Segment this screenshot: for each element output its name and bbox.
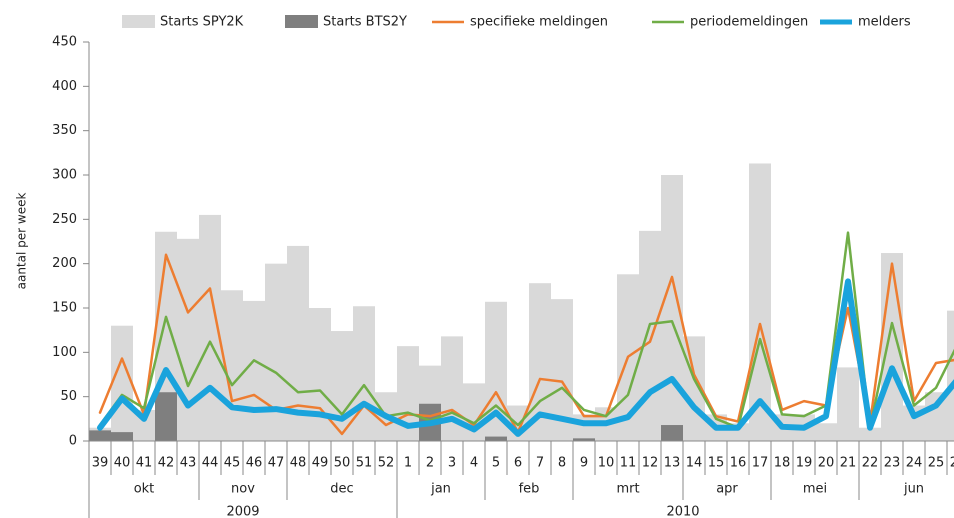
y-tick-label: 300 <box>52 168 77 183</box>
bar <box>155 392 177 441</box>
x-tick-label: 13 <box>664 456 681 471</box>
bar <box>749 163 771 441</box>
x-tick-label: 49 <box>312 456 329 471</box>
x-tick-label: 4 <box>470 456 478 471</box>
bar <box>243 300 265 441</box>
bar <box>485 301 507 441</box>
y-tick-label: 450 <box>52 35 77 50</box>
bar <box>111 325 133 441</box>
bar <box>881 253 903 441</box>
x-tick-label: 41 <box>136 456 153 471</box>
bar <box>551 299 573 441</box>
legend-label: specifieke meldingen <box>470 15 608 30</box>
bar <box>89 430 111 441</box>
line <box>98 231 954 429</box>
bar <box>947 310 954 441</box>
x-tick-label: 7 <box>536 456 544 471</box>
x-tick-label: 42 <box>158 456 175 471</box>
x-tick-label: 18 <box>774 456 791 471</box>
bar <box>199 214 221 441</box>
x-tick-label: 14 <box>686 456 703 471</box>
x-tick-label: 22 <box>862 456 879 471</box>
legend-label: periodemeldingen <box>690 15 808 30</box>
bar <box>815 423 837 441</box>
x-tick-label: 3 <box>448 456 456 471</box>
x-tick-label: 47 <box>268 456 285 471</box>
x-tick-label: 52 <box>378 456 395 471</box>
x-tick-label: 25 <box>928 456 945 471</box>
x-tick-label: 51 <box>356 456 373 471</box>
group-label: jun <box>903 482 924 497</box>
group-label: jan <box>430 482 451 497</box>
x-tick-label: 24 <box>906 456 923 471</box>
x-tick-label: 46 <box>246 456 263 471</box>
y-tick-label: 200 <box>52 256 77 271</box>
group-label: nov <box>231 482 255 497</box>
x-tick-label: 11 <box>620 456 637 471</box>
legend-label: melders <box>858 15 911 30</box>
x-tick-label: 50 <box>334 456 351 471</box>
x-tick-label: 23 <box>884 456 901 471</box>
x-tick-label: 43 <box>180 456 197 471</box>
x-tick-label: 8 <box>558 456 566 471</box>
x-tick-label: 10 <box>598 456 615 471</box>
bar <box>177 238 199 441</box>
group-label: 2010 <box>666 505 699 518</box>
y-tick-label: 350 <box>52 123 77 138</box>
y-tick-label: 400 <box>52 79 77 94</box>
group-label: dec <box>330 482 353 497</box>
bar <box>573 414 595 441</box>
x-tick-label: 20 <box>818 456 835 471</box>
x-tick-label: 44 <box>202 456 219 471</box>
bar <box>353 306 375 441</box>
legend-swatch <box>122 15 155 28</box>
group-label: 2009 <box>226 505 259 518</box>
group-label: mei <box>803 482 827 497</box>
bar <box>661 425 683 441</box>
x-tick-label: 15 <box>708 456 725 471</box>
line <box>97 278 954 437</box>
group-label: okt <box>134 482 155 497</box>
bar <box>661 175 683 441</box>
x-tick-label: 2 <box>426 456 434 471</box>
group-label: apr <box>716 482 738 497</box>
x-tick-label: 16 <box>730 456 747 471</box>
bar <box>309 308 331 441</box>
group-label: feb <box>519 482 540 497</box>
y-tick-label: 100 <box>52 345 77 360</box>
bar <box>859 427 881 441</box>
bar <box>639 230 661 441</box>
legend-label: Starts SPY2K <box>160 15 244 30</box>
bar <box>837 367 859 441</box>
bar <box>265 263 287 441</box>
bar <box>485 436 507 441</box>
x-tick-label: 6 <box>514 456 522 471</box>
x-tick-label: 5 <box>492 456 500 471</box>
bar <box>529 283 551 441</box>
bar <box>925 392 947 441</box>
bar <box>111 432 133 441</box>
y-tick-label: 50 <box>60 389 77 404</box>
x-tick-label: 26 <box>950 456 954 471</box>
x-tick-label: 17 <box>752 456 769 471</box>
x-tick-label: 48 <box>290 456 307 471</box>
legend-label: Starts BTS2Y <box>323 15 407 30</box>
y-tick-label: 0 <box>69 434 77 449</box>
x-tick-label: 12 <box>642 456 659 471</box>
group-label: mrt <box>616 482 639 497</box>
x-tick-label: 45 <box>224 456 241 471</box>
bar <box>573 438 595 441</box>
y-tick-label: 250 <box>52 212 77 227</box>
x-tick-label: 9 <box>580 456 588 471</box>
y-axis-label: aantal per week <box>15 193 29 290</box>
x-tick-label: 40 <box>114 456 131 471</box>
x-tick-label: 21 <box>840 456 857 471</box>
x-tick-label: 19 <box>796 456 813 471</box>
legend-swatch <box>285 15 318 28</box>
line <box>98 253 954 436</box>
y-tick-label: 150 <box>52 301 77 316</box>
x-tick-label: 39 <box>92 456 109 471</box>
x-tick-label: 1 <box>404 456 412 471</box>
